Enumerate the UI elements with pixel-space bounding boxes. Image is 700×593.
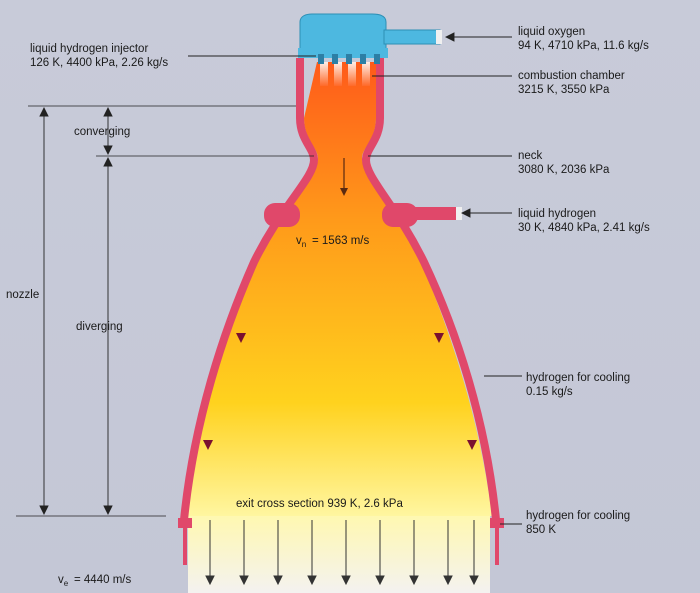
- exhaust-plume: [188, 515, 490, 593]
- oxygen-inlet-pipe: [383, 29, 441, 45]
- cooling-label-2: hydrogen for cooling: [526, 510, 630, 522]
- hydrogen-inlet-pipe: [410, 207, 460, 220]
- wall-flow-arrows: [203, 333, 477, 450]
- neck-label: neck: [518, 150, 543, 162]
- chamber-values: 3215 K, 3550 kPa: [518, 84, 610, 96]
- oxygen-label: liquid oxygen: [518, 26, 585, 38]
- leader-lines: [188, 32, 522, 525]
- injector-values: 126 K, 4400 kPa, 2.26 kg/s: [30, 57, 168, 69]
- exit-section-label: exit cross section 939 K, 2.6 kPa: [236, 498, 403, 510]
- cooling-label-1: hydrogen for cooling: [526, 372, 630, 384]
- oxygen-values: 94 K, 4710 kPa, 11.6 kg/s: [518, 40, 649, 52]
- hydrogen-inlet-cap: [456, 207, 462, 220]
- hydrogen-label: liquid hydrogen: [518, 208, 596, 220]
- ve-symbol: ve: [58, 574, 69, 588]
- ve-value: = 4440 m/s: [74, 574, 131, 586]
- oxygen-inlet-cap: [436, 30, 442, 44]
- injector-elements: [318, 54, 380, 64]
- converging-label: converging: [74, 126, 130, 138]
- neck-values: 3080 K, 2036 kPa: [518, 164, 610, 176]
- right-manifold: [382, 203, 418, 227]
- dimension-lines: [39, 106, 113, 516]
- right-tip: [490, 518, 504, 528]
- flame-region: [186, 62, 492, 516]
- chamber-label: combustion chamber: [518, 70, 625, 82]
- diverging-label: diverging: [76, 321, 123, 333]
- nozzle-label: nozzle: [6, 289, 39, 301]
- flow-arrowhead: [340, 188, 348, 196]
- hydrogen-values: 30 K, 4840 kPa, 2.41 kg/s: [518, 222, 650, 234]
- oxygen-dome: [299, 13, 387, 53]
- injector-label: liquid hydrogen injector: [30, 43, 148, 55]
- vn-value: = 1563 m/s: [312, 235, 369, 247]
- cooling-values-1: 0.15 kg/s: [526, 386, 573, 398]
- right-wall: [362, 58, 500, 521]
- cooling-values-2: 850 K: [526, 524, 556, 536]
- left-wall: [180, 58, 318, 521]
- left-tip: [178, 518, 192, 528]
- reference-lines: [16, 105, 314, 517]
- vn-symbol: vn: [296, 235, 306, 249]
- left-manifold: [264, 203, 300, 227]
- exhaust-arrows: [205, 520, 479, 586]
- injector-plate: [298, 48, 388, 58]
- injector-streaks: [320, 62, 370, 86]
